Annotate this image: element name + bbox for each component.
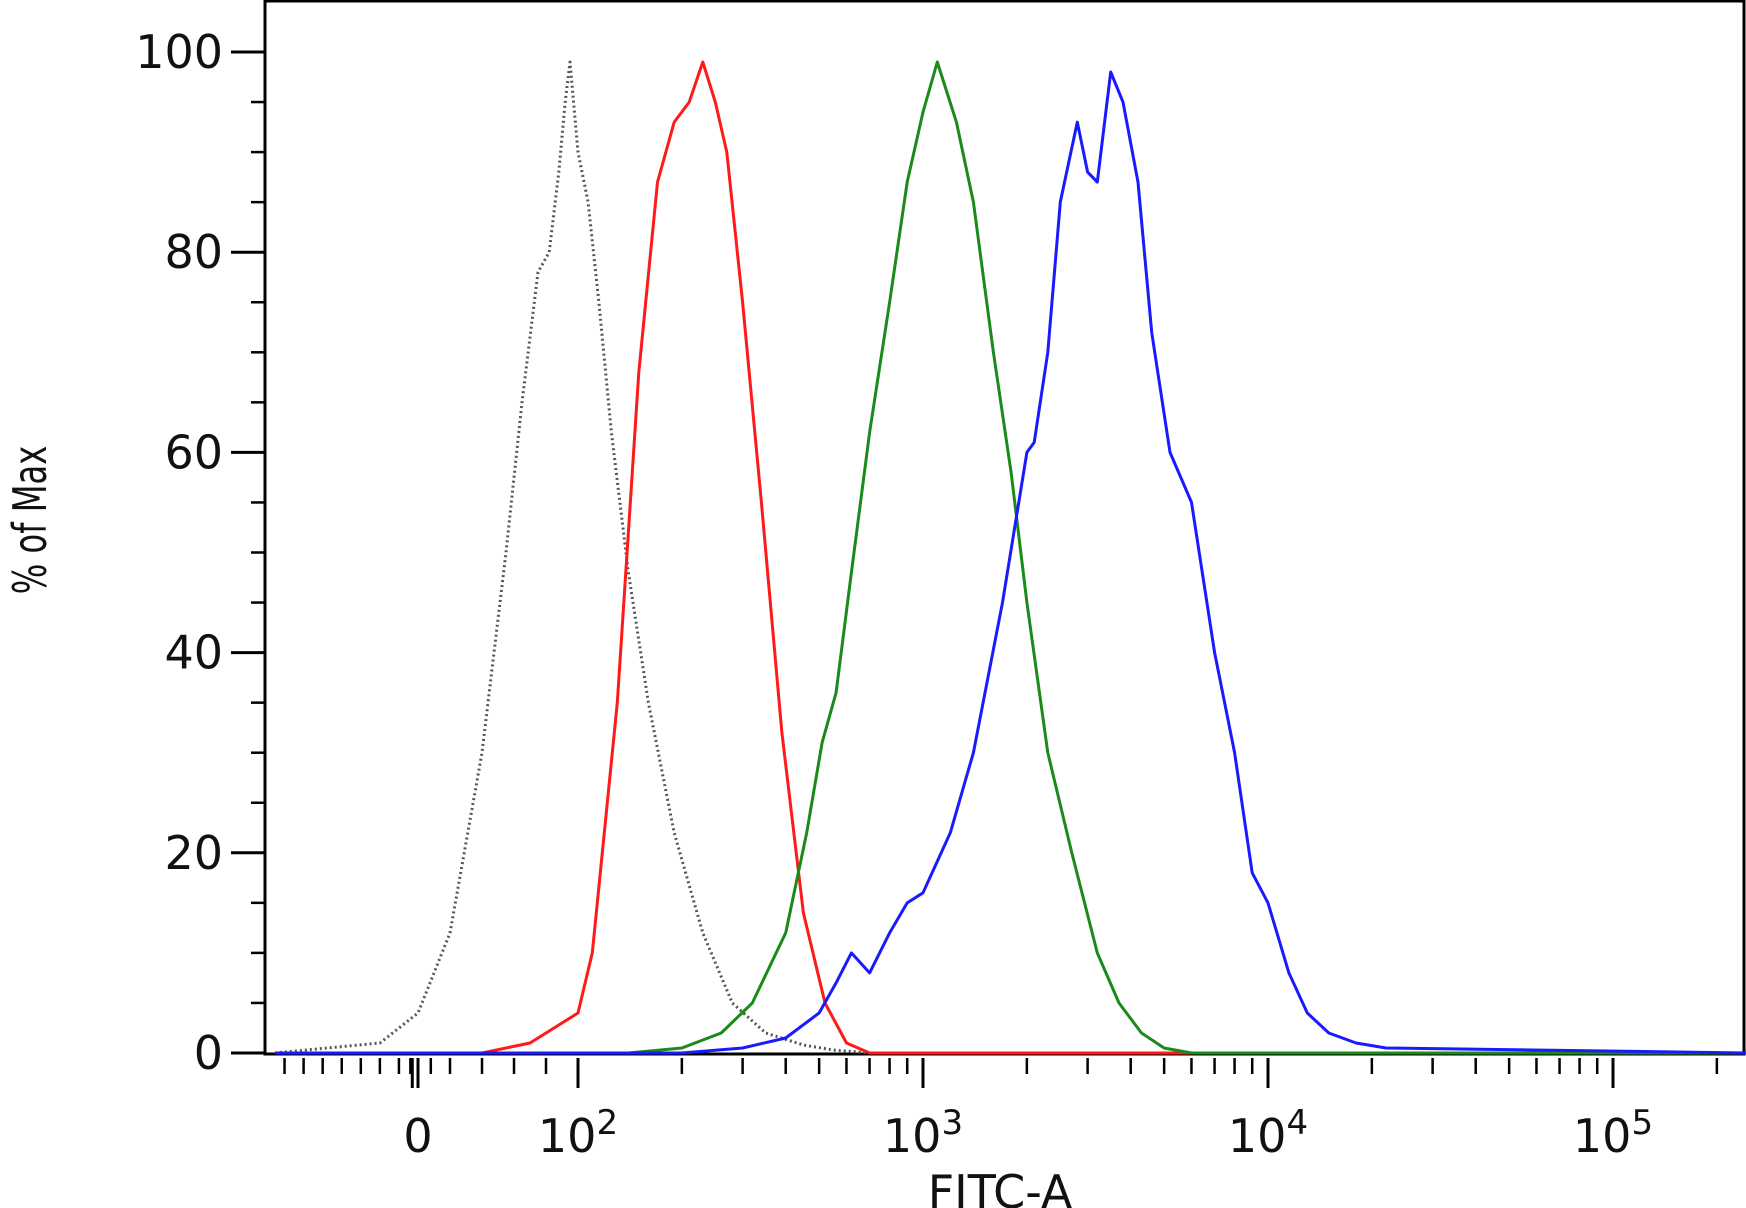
y-axis: 0 20 40 60 80 100 xyxy=(135,25,265,1080)
x-axis: 0 102 103 104 105 xyxy=(283,1058,1719,1163)
x-tick-label: 102 xyxy=(538,1103,618,1163)
plot-frame xyxy=(263,0,1746,1056)
x-axis-title: FITC-A xyxy=(928,1165,1073,1208)
series-line-2 xyxy=(275,60,1746,1055)
y-tick-label: 40 xyxy=(164,626,223,680)
series-line-1 xyxy=(274,60,1746,1055)
y-axis-title: % of Max xyxy=(4,446,57,595)
series-line-3 xyxy=(275,60,1746,1055)
x-tick-label: 0 xyxy=(403,1109,432,1163)
y-tick-label: 20 xyxy=(164,826,223,880)
y-tick-label: 80 xyxy=(164,225,223,279)
x-tick-label: 105 xyxy=(1573,1103,1653,1163)
y-tick-label: 100 xyxy=(135,25,223,79)
y-tick-label: 60 xyxy=(164,425,223,479)
x-tick-label: 104 xyxy=(1228,1103,1308,1163)
x-tick-exponent: 3 xyxy=(941,1103,963,1143)
x-tick-base: 10 xyxy=(883,1109,942,1163)
series-line-4 xyxy=(275,70,1746,1055)
x-tick-base: 10 xyxy=(1228,1109,1287,1163)
x-tick-base: 10 xyxy=(538,1109,597,1163)
series-layer xyxy=(274,60,1746,1055)
y-tick-label: 0 xyxy=(194,1026,223,1080)
x-tick-label: 103 xyxy=(883,1103,963,1163)
x-tick-base: 10 xyxy=(1573,1109,1632,1163)
x-tick-exponent: 4 xyxy=(1286,1103,1308,1143)
x-tick-exponent: 5 xyxy=(1631,1103,1653,1143)
x-tick-exponent: 2 xyxy=(596,1103,618,1143)
